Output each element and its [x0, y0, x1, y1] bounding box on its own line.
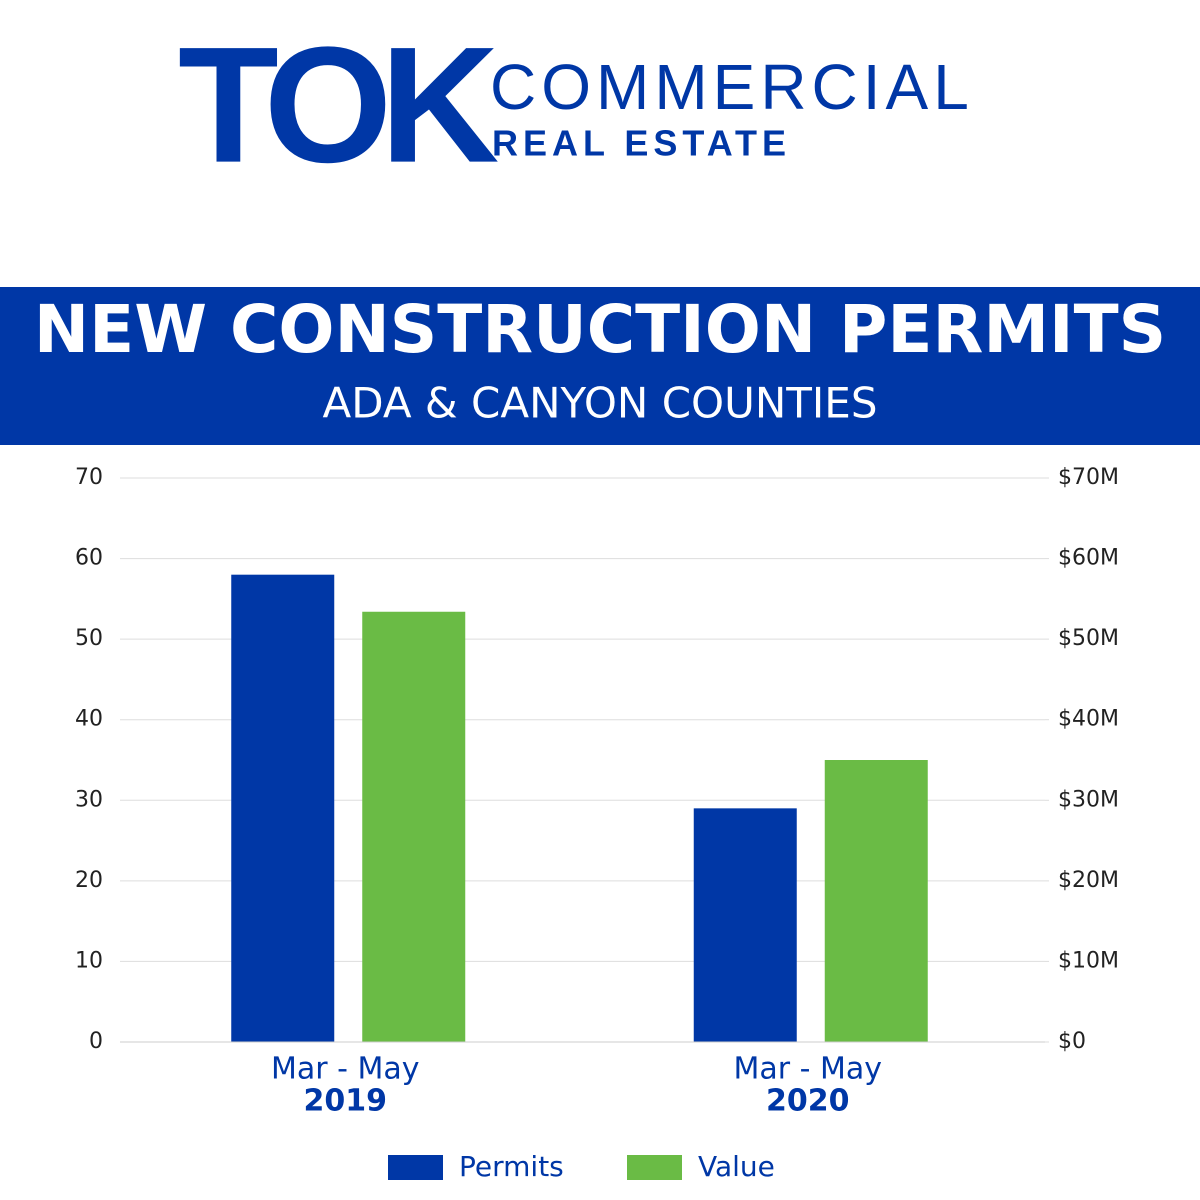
- y2-tick-label: $30M: [1058, 787, 1119, 812]
- y-tick-label: 50: [75, 626, 103, 651]
- y2-tick-label: $10M: [1058, 948, 1119, 973]
- y2-tick-label: $50M: [1058, 626, 1119, 651]
- bar: [693, 808, 797, 1042]
- x-tick-label: Mar - May: [271, 1052, 420, 1087]
- title-banner: [0, 287, 1200, 445]
- bar: [362, 611, 466, 1042]
- y2-tick-label: $40M: [1058, 707, 1119, 732]
- logo-line1: COMMERCIAL: [490, 51, 974, 123]
- bar: [231, 574, 335, 1042]
- legend-label: Permits: [459, 1150, 564, 1183]
- chart-title: NEW CONSTRUCTION PERMITS: [34, 291, 1166, 368]
- logo-mark: TOK: [178, 13, 498, 197]
- legend-label: Value: [698, 1150, 775, 1183]
- chart-subtitle: ADA & CANYON COUNTIES: [323, 379, 878, 428]
- x-tick-sublabel: 2020: [766, 1084, 850, 1119]
- legend-swatch: [388, 1155, 443, 1180]
- bar: [824, 760, 928, 1042]
- y2-tick-label: $70M: [1058, 465, 1119, 490]
- y-tick-label: 0: [89, 1029, 103, 1054]
- x-tick-sublabel: 2019: [304, 1084, 388, 1119]
- logo-line2: REAL ESTATE: [492, 123, 791, 164]
- y2-tick-label: $20M: [1058, 868, 1119, 893]
- y-tick-label: 10: [75, 948, 103, 973]
- y-tick-label: 40: [75, 707, 103, 732]
- legend-swatch: [627, 1155, 682, 1180]
- x-tick-label: Mar - May: [733, 1052, 882, 1087]
- y2-tick-label: $0: [1058, 1029, 1086, 1054]
- y-tick-label: 60: [75, 546, 103, 571]
- y2-tick-label: $60M: [1058, 546, 1119, 571]
- y-tick-label: 30: [75, 787, 103, 812]
- y-tick-label: 70: [75, 465, 103, 490]
- y-tick-label: 20: [75, 868, 103, 893]
